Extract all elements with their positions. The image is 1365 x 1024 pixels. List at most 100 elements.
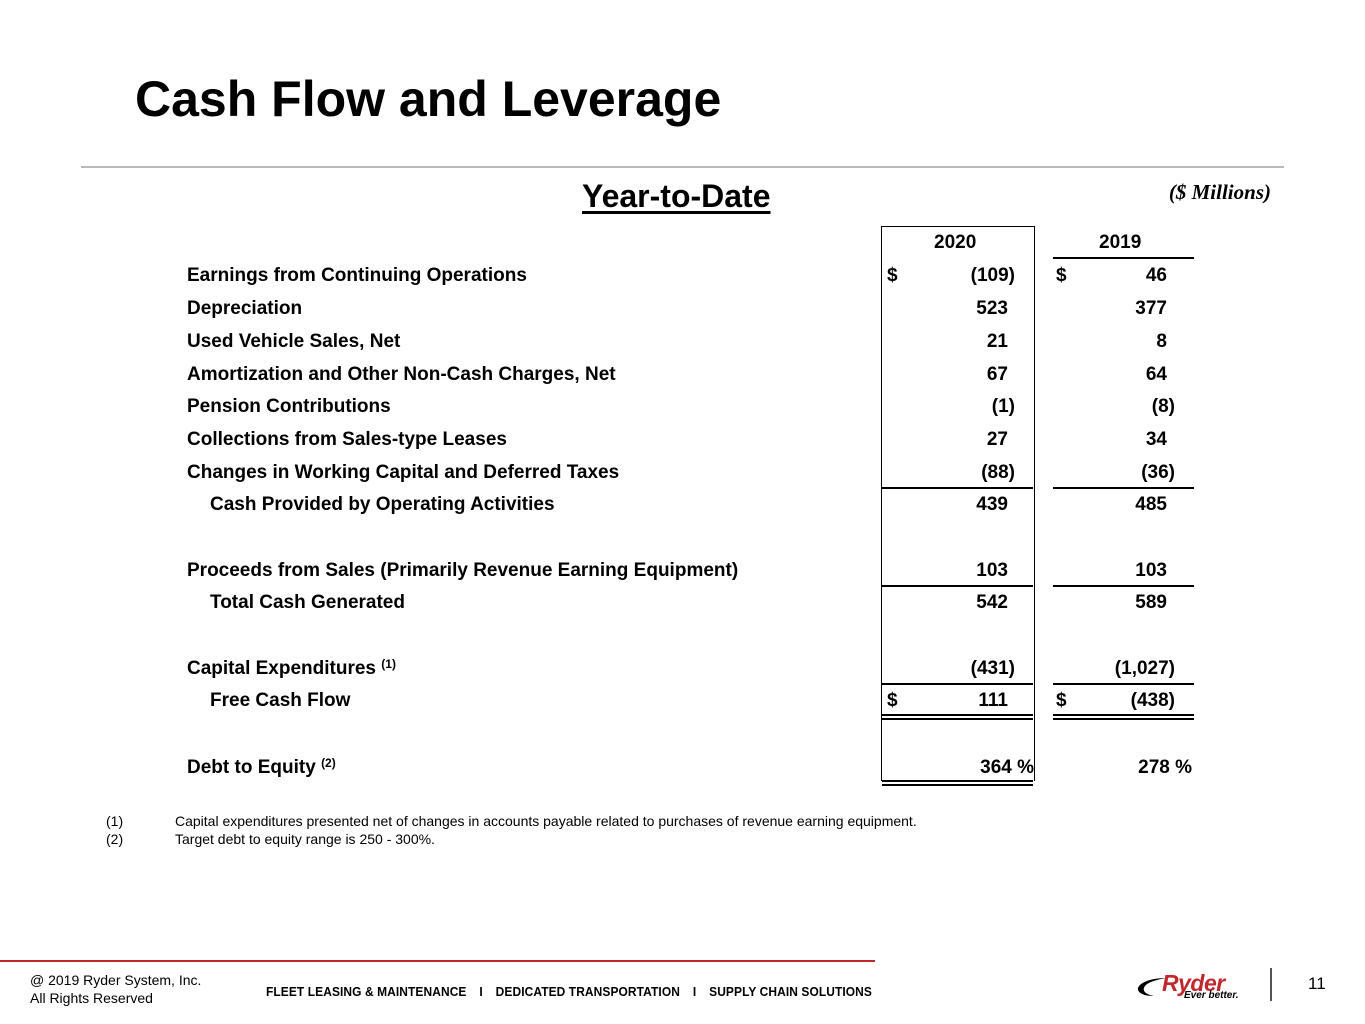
value-2020: (1) [991, 396, 1015, 417]
footnote-marker: (2) [321, 756, 336, 770]
value-2019: (438) [1130, 690, 1175, 711]
value-2020: 67 [986, 364, 1008, 385]
footnote-text: Target debt to equity range is 250 - 300… [175, 831, 435, 847]
table-row: Collections from Sales-type Leases 27 34 [0, 429, 1365, 462]
row-label: Changes in Working Capital and Deferred … [187, 462, 620, 483]
column-header-2020: 2020 [934, 232, 977, 253]
table-row: Earnings from Continuing Operations $ (1… [0, 265, 1365, 298]
value-2020: 111 [978, 690, 1008, 711]
copyright: @ 2019 Ryder System, Inc. All Rights Res… [30, 971, 201, 1007]
row-label: Debt to Equity (2) [187, 756, 336, 779]
table-row: Amortization and Other Non-Cash Charges,… [0, 364, 1365, 397]
value-2019: 485 [1135, 494, 1167, 515]
table-row: Cash Provided by Operating Activities 43… [0, 494, 1365, 527]
value-2019: 46 [1145, 265, 1167, 286]
footnote-number: (1) [106, 813, 124, 829]
row-label-text: Debt to Equity [187, 757, 316, 778]
subtotal-rule-2020 [882, 487, 1033, 489]
row-label: Amortization and Other Non-Cash Charges,… [187, 364, 616, 385]
value-2020: 27 [986, 429, 1008, 450]
title-divider [81, 166, 1284, 168]
row-label-text: Capital Expenditures [187, 658, 376, 679]
row-label: Proceeds from Sales (Primarily Revenue E… [187, 560, 739, 581]
value-2020: 364 % [980, 757, 1034, 778]
value-2020: 542 [976, 592, 1008, 613]
currency-symbol: $ [887, 265, 898, 286]
total-double-rule-2020 [882, 714, 1033, 716]
subtotal-rule-2019 [1053, 585, 1194, 587]
table-row: Depreciation 523 377 [0, 298, 1365, 331]
subtotal-rule-2020 [882, 585, 1033, 587]
value-2019: 278 % [1138, 757, 1192, 778]
header-underline-2019 [1053, 257, 1194, 259]
value-2019: 589 [1135, 592, 1167, 613]
total-double-rule-2019 [1053, 718, 1194, 720]
page-number: 11 [1308, 974, 1326, 993]
page-title: Cash Flow and Leverage [135, 71, 722, 127]
service-tagline: FLEET LEASING & MAINTENANCE I DEDICATED TR… [266, 984, 872, 999]
footer-divider [0, 960, 875, 962]
highlight-column-2020 [881, 226, 1035, 781]
table-row: Used Vehicle Sales, Net 21 8 [0, 331, 1365, 364]
column-header-2019: 2019 [1099, 232, 1142, 253]
value-2020: 439 [976, 494, 1008, 515]
tagline-item: DEDICATED TRANSPORTATION [495, 984, 680, 999]
logo-tagline: Ever better. [1184, 990, 1239, 1001]
table-row: Total Cash Generated 542 589 [0, 592, 1365, 625]
row-label: Collections from Sales-type Leases [187, 429, 507, 450]
value-2019: (1,027) [1114, 658, 1175, 679]
table-row: Capital Expenditures (1) (431) (1,027) [0, 657, 1365, 691]
table-row: Debt to Equity (2) 364 % 278 % [0, 756, 1365, 790]
ratio-double-rule-2020 [882, 780, 1033, 782]
copyright-line: All Rights Reserved [30, 990, 153, 1006]
total-double-rule-2020 [882, 718, 1033, 720]
row-label: Used Vehicle Sales, Net [187, 331, 401, 352]
logo-wordmark: Ryder [1162, 970, 1225, 996]
row-label: Total Cash Generated [210, 592, 405, 613]
row-label: Free Cash Flow [210, 690, 351, 711]
currency-symbol: $ [1056, 265, 1067, 286]
tagline-item: SUPPLY CHAIN SOLUTIONS [709, 984, 872, 999]
tagline-separator: I [479, 984, 483, 999]
value-2020: 21 [986, 331, 1008, 352]
row-label: Depreciation [187, 298, 303, 319]
value-2019: 34 [1145, 429, 1167, 450]
row-label: Cash Provided by Operating Activities [210, 494, 555, 515]
footnote-text: Capital expenditures presented net of ch… [175, 813, 917, 829]
currency-symbol: $ [887, 690, 898, 711]
value-2019: 64 [1145, 364, 1167, 385]
subtotal-rule-2019 [1053, 683, 1194, 685]
row-label: Earnings from Continuing Operations [187, 265, 527, 286]
footer-vertical-divider [1270, 968, 1272, 1001]
currency-symbol: $ [1056, 690, 1067, 711]
subtotal-rule-2020 [882, 683, 1033, 685]
total-double-rule-2019 [1053, 714, 1194, 716]
value-2020: 523 [976, 298, 1008, 319]
table-row: Pension Contributions (1) (8) [0, 396, 1365, 429]
value-2020: (431) [970, 658, 1015, 679]
units-note: ($ Millions) [1168, 180, 1271, 204]
footnote-number: (2) [106, 831, 124, 847]
footnote-marker: (1) [381, 657, 396, 671]
ratio-double-rule-2020 [882, 784, 1033, 786]
value-2019: 377 [1135, 298, 1167, 319]
value-2020: (88) [981, 462, 1015, 483]
row-label: Capital Expenditures (1) [187, 657, 396, 680]
tagline-separator: I [692, 984, 697, 999]
value-2019: (8) [1151, 396, 1175, 417]
value-2019: 8 [1156, 331, 1167, 352]
value-2019: (36) [1141, 462, 1175, 483]
value-2020: 103 [976, 560, 1008, 581]
tagline-item: FLEET LEASING & MAINTENANCE [266, 984, 467, 999]
section-subtitle: Year-to-Date [582, 178, 771, 214]
table-row: Proceeds from Sales (Primarily Revenue E… [0, 560, 1365, 593]
table-row: Changes in Working Capital and Deferred … [0, 462, 1365, 495]
copyright-line: @ 2019 Ryder System, Inc. [30, 972, 202, 988]
value-2019: 103 [1135, 560, 1167, 581]
logo-swoosh-icon [1137, 978, 1166, 996]
row-label: Pension Contributions [187, 396, 391, 417]
subtotal-rule-2019 [1053, 487, 1194, 489]
value-2020: (109) [970, 265, 1015, 286]
table-row: Free Cash Flow $ 111 $ (438) [0, 690, 1365, 723]
ryder-logo: Ryder Ever better. [1136, 970, 1246, 1004]
